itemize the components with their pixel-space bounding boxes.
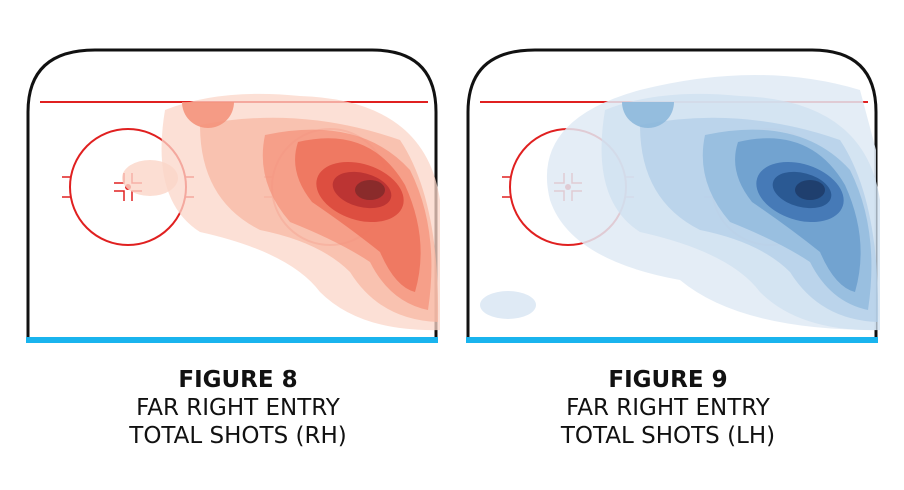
density-layer xyxy=(622,102,674,128)
density-layer xyxy=(182,102,234,128)
rink xyxy=(466,48,880,343)
figure-label: FIGURE 9 xyxy=(608,367,728,393)
caption: FIGURE 8 FAR RIGHT ENTRY TOTAL SHOTS (RH… xyxy=(28,366,448,450)
hash-mark xyxy=(114,190,125,201)
hash-mark xyxy=(62,176,194,198)
caption-line: FAR RIGHT ENTRY xyxy=(136,395,340,421)
caption-line: TOTAL SHOTS (RH) xyxy=(129,423,347,449)
figure-label: FIGURE 8 xyxy=(178,367,298,393)
rink xyxy=(26,48,440,343)
caption-line: TOTAL SHOTS (LH) xyxy=(560,423,776,449)
rink-figures xyxy=(26,48,880,343)
caption: FIGURE 9 FAR RIGHT ENTRY TOTAL SHOTS (LH… xyxy=(458,366,878,450)
density-layer xyxy=(795,180,825,200)
density-layer xyxy=(355,180,385,200)
density-layer xyxy=(480,291,536,319)
hash-mark xyxy=(502,176,634,198)
caption-line: FAR RIGHT ENTRY xyxy=(566,395,770,421)
